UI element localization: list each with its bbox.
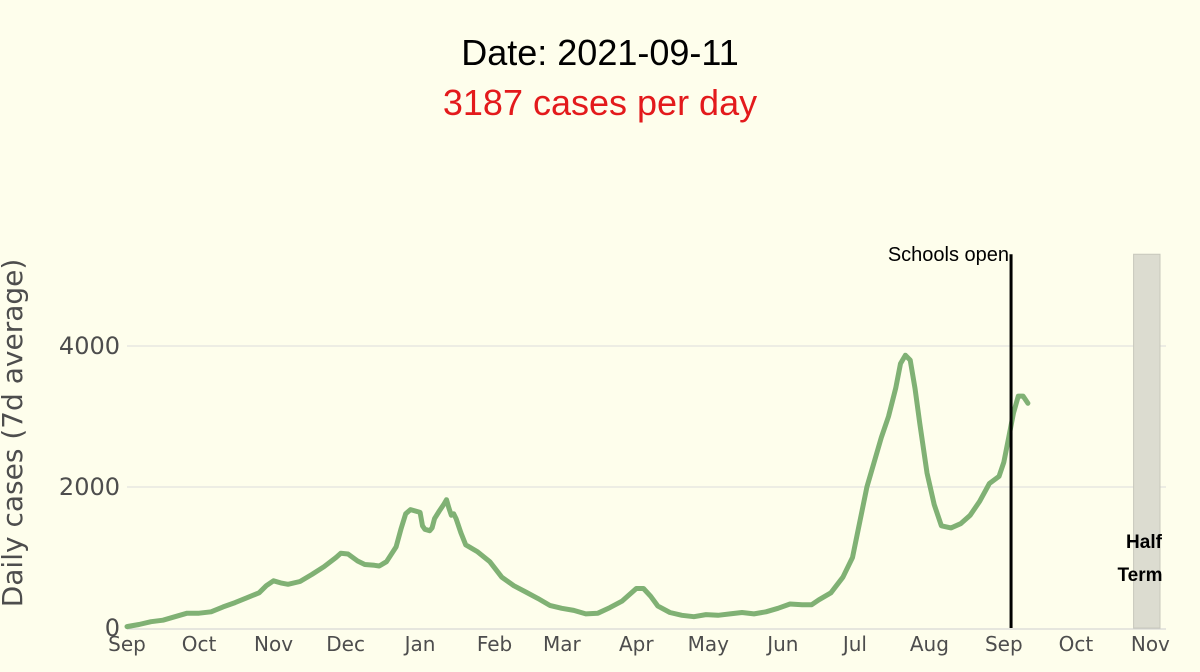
x-tick-label-14: Nov	[1131, 632, 1170, 656]
y-tick-label-2000: 2000	[59, 473, 120, 501]
half-term-label-line2: Term	[1117, 565, 1162, 586]
x-tick-label-2: Nov	[254, 632, 293, 656]
x-tick-label-12: Sep	[985, 632, 1023, 656]
y-axis-label: Daily cases (7d average)	[0, 259, 29, 608]
x-tick-label-11: Aug	[910, 632, 949, 656]
x-tick-label-9: Jun	[765, 632, 798, 656]
chart-subtitle: 3187 cases per day	[442, 82, 758, 123]
x-tick-label-8: May	[688, 632, 730, 656]
chart-title: Date: 2021-09-11	[461, 32, 739, 73]
x-tick-label-5: Feb	[477, 632, 512, 656]
x-tick-label-13: Oct	[1059, 632, 1094, 656]
x-tick-label-10: Jul	[841, 632, 867, 656]
half-term-label-line1: Half	[1126, 532, 1163, 553]
x-tick-label-6: Mar	[543, 632, 582, 656]
series-line-0	[124, 352, 1031, 630]
x-tick-label-3: Dec	[326, 632, 365, 656]
x-tick-label-7: Apr	[619, 632, 654, 656]
schools-open-label: Schools open	[888, 244, 1009, 266]
y-tick-label-4000: 4000	[59, 332, 120, 360]
x-tick-label-1: Oct	[182, 632, 217, 656]
x-tick-label-4: Jan	[403, 632, 436, 656]
y-tick-label-0: 0	[105, 614, 120, 642]
x-tick-label-0: Sep	[108, 632, 146, 656]
half-term-band	[1133, 253, 1161, 629]
